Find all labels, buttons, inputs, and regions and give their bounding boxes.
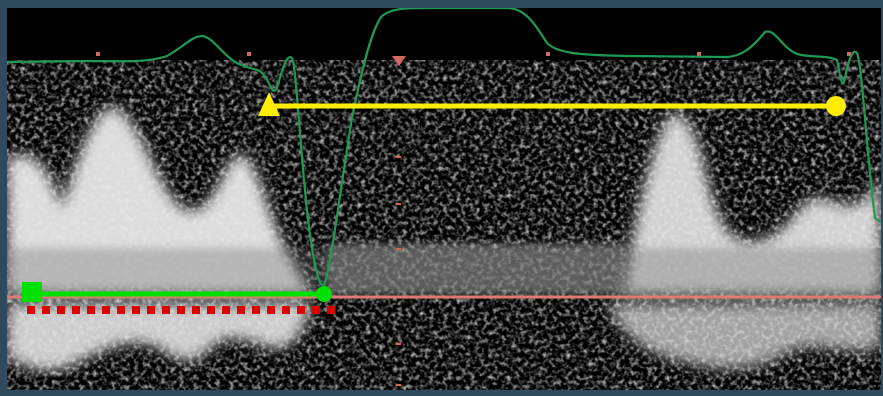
ecg-band — [7, 8, 881, 60]
doppler-waveform-lower — [7, 303, 881, 371]
yellow-caliper[interactable] — [258, 92, 846, 116]
ecg-trace — [7, 8, 881, 286]
doppler-mid-band — [7, 243, 881, 295]
triangle-marker-icon[interactable] — [258, 92, 280, 116]
doppler-spectrum-viewer[interactable] — [7, 8, 881, 390]
circle-marker-icon[interactable] — [316, 286, 332, 302]
square-marker-icon[interactable] — [22, 282, 42, 302]
time-marker-ticks — [96, 52, 851, 386]
spectrum-canvas[interactable] — [7, 8, 881, 390]
green-caliper[interactable] — [22, 282, 332, 302]
circle-marker-icon[interactable] — [826, 96, 846, 116]
